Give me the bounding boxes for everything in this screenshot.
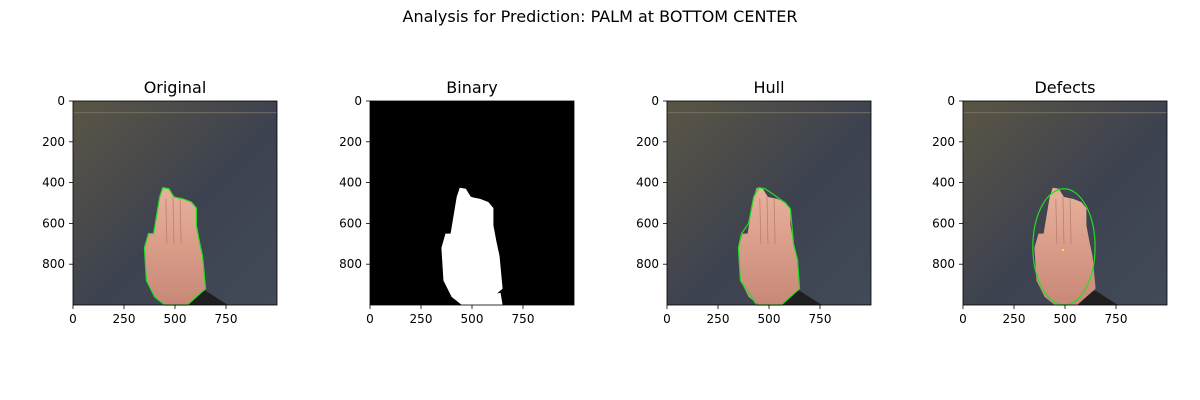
y-tick-label: 800 [42,257,65,271]
axes-title: Hull [753,78,784,97]
centroid-point [1061,248,1065,252]
x-tick-label: 250 [707,312,730,326]
y-tick-label: 200 [339,135,362,149]
x-tick-label: 750 [512,312,535,326]
hand-image [1034,187,1096,305]
finger-line [165,198,168,244]
x-tick-label: 250 [113,312,136,326]
x-tick-label: 250 [410,312,433,326]
x-tick-label: 750 [215,312,238,326]
y-tick-label: 400 [932,176,955,190]
x-tick-label: 0 [663,312,671,326]
y-tick-label: 600 [932,216,955,230]
y-tick-label: 400 [636,176,659,190]
x-tick-label: 250 [1003,312,1026,326]
y-tick-label: 0 [651,94,659,108]
x-tick-label: 750 [809,312,832,326]
y-tick-label: 600 [42,216,65,230]
x-tick-label: 750 [1105,312,1128,326]
axes-title: Defects [1034,78,1095,97]
x-tick-label: 0 [959,312,967,326]
hand-image [144,187,206,305]
y-tick-label: 400 [42,176,65,190]
finger-line [172,196,175,244]
x-tick-label: 500 [164,312,187,326]
x-tick-label: 500 [758,312,781,326]
axes-title: Original [144,78,207,97]
board-edge [73,112,277,114]
finger-line [773,198,776,244]
finger-line [1055,198,1058,244]
x-tick-label: 500 [461,312,484,326]
y-tick-label: 200 [932,135,955,149]
y-tick-label: 0 [354,94,362,108]
axes-title: Binary [446,78,497,97]
x-tick-label: 0 [69,312,77,326]
x-tick-label: 500 [1054,312,1077,326]
finger-line [1069,198,1072,244]
figure-suptitle: Analysis for Prediction: PALM at BOTTOM … [403,7,798,26]
axes-original: Original 0 250 500 750 0 200 400 600 800 [42,78,278,326]
finger-line [1062,196,1065,244]
board-edge [667,112,871,114]
hand-image [738,187,800,305]
y-tick-label: 800 [932,257,955,271]
x-tick-label: 0 [366,312,374,326]
hand-mask [441,187,503,305]
finger-line [759,198,762,244]
finger-line [766,196,769,244]
axes-defects: Defects 0 250 500 750 0 200 400 600 800 [932,78,1168,326]
y-tick-label: 600 [636,216,659,230]
y-tick-label: 600 [339,216,362,230]
y-tick-label: 800 [636,257,659,271]
axes-hull: Hull 0 250 500 750 0 200 400 600 800 [636,78,872,326]
y-tick-label: 200 [636,135,659,149]
y-tick-label: 0 [947,94,955,108]
board-edge [963,112,1167,114]
y-tick-label: 800 [339,257,362,271]
y-tick-label: 0 [57,94,65,108]
y-tick-label: 200 [42,135,65,149]
axes-binary: Binary 0 250 500 750 0 200 400 600 800 [339,78,575,326]
finger-line [179,198,182,244]
y-tick-label: 400 [339,176,362,190]
